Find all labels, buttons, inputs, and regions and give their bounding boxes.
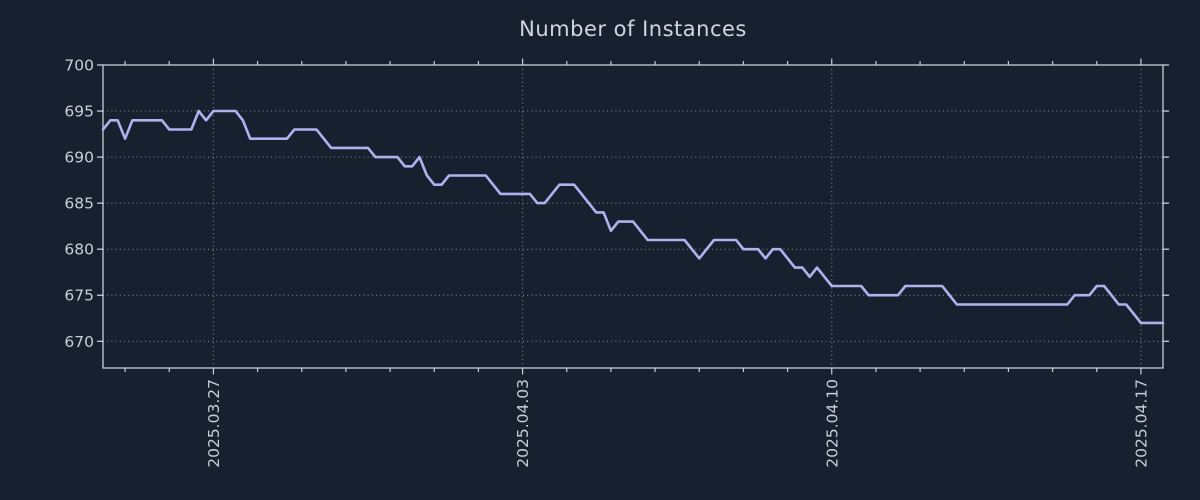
x-tick-label: 2025.04.03	[514, 379, 532, 468]
x-tick-label: 2025.04.10	[823, 379, 841, 468]
y-tick-label: 685	[64, 195, 94, 213]
x-tick-label: 2025.04.17	[1132, 379, 1150, 468]
data-line-instances	[101, 109, 1165, 325]
y-tick-label: 675	[64, 287, 94, 305]
y-tick-label: 680	[64, 241, 94, 259]
y-tick-label: 700	[64, 57, 94, 75]
y-tick-label: 695	[64, 103, 94, 121]
y-tick-label: 670	[64, 333, 94, 351]
plot-border	[102, 64, 1164, 369]
chart-title: Number of Instances	[519, 17, 747, 41]
x-tick-label: 2025.03.27	[205, 379, 223, 468]
y-tick-label: 690	[64, 149, 94, 167]
